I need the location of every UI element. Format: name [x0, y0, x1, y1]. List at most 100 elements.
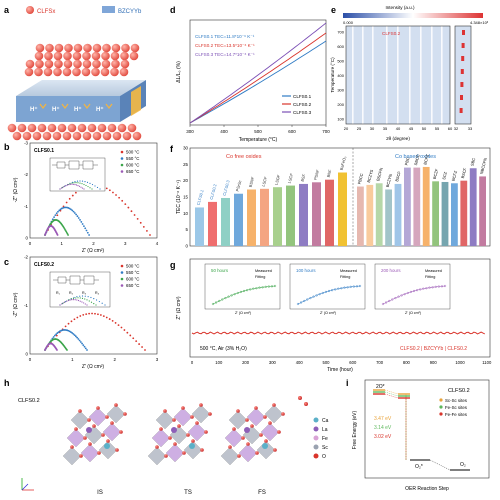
inset-point: [80, 186, 82, 188]
tick-label: -2: [24, 172, 28, 177]
bar-label: LSCF: [287, 172, 295, 184]
oxygen-atom: [163, 409, 167, 413]
stability-trace: [191, 331, 486, 335]
cathode-particle: [92, 131, 102, 141]
tick-label: 2: [113, 357, 116, 362]
inset-point: [83, 188, 85, 190]
data-point: [88, 234, 90, 236]
equivalent-circuit-b: [52, 160, 98, 170]
tick-label: 400: [296, 360, 304, 365]
x-ticks-d: 300 400 500 600 700: [186, 125, 330, 134]
legend-label: 550 °C: [126, 270, 139, 275]
oxygen-atom: [168, 436, 172, 440]
inset-point: [74, 181, 76, 183]
inset-point: [324, 290, 327, 294]
inset-point: [77, 299, 80, 302]
cathode-particle: [12, 131, 22, 141]
proton-label: H⁺: [30, 106, 38, 113]
inset-point: [69, 183, 72, 185]
circuit-label: R₄: [95, 291, 100, 295]
oxygen-atom: [181, 406, 185, 410]
bar-label: PSNF: [313, 168, 321, 180]
panel-label-f: f: [170, 144, 174, 154]
group-label-co-based: Co based oxides: [395, 154, 436, 160]
data-point: [144, 349, 146, 351]
inset-point: [66, 300, 68, 302]
inset-point: [79, 295, 81, 297]
data-point: [63, 206, 66, 209]
oxygen-atom: [255, 451, 259, 455]
oxygen-atom: [272, 403, 276, 407]
inset-point: [391, 298, 394, 301]
inset-point: [91, 188, 93, 190]
tick-label: 600: [288, 129, 296, 134]
inset-point: [81, 297, 84, 299]
inset-point: [79, 297, 81, 299]
oxygen-atom: [245, 418, 249, 422]
tec-bar: [479, 176, 486, 246]
title-b: CLFS0.1: [34, 148, 54, 154]
inset-point: [77, 182, 79, 184]
cathode-particle: [92, 43, 102, 53]
heatmap-zoom: [455, 26, 471, 124]
data-point: [120, 326, 123, 329]
sample-label-e: CLFS0.2: [382, 31, 401, 36]
zoom-peak: [462, 30, 465, 35]
octahedron: [155, 410, 175, 430]
inset-point: [94, 185, 96, 187]
tick-label: 1000: [455, 360, 465, 365]
data-point: [70, 208, 72, 211]
data-point: [115, 194, 117, 196]
oxygen-atom: [200, 448, 204, 452]
tec-bar: [375, 183, 383, 246]
data-point: [73, 318, 76, 321]
proton-labels: H⁺ H⁺ H⁺ H⁺: [30, 103, 113, 113]
tick-label: 0: [29, 357, 32, 362]
tec-annotation-3: CLFS0.3 TEC=14.7*10⁻⁶ K⁻¹: [195, 52, 255, 57]
cathode-particle: [97, 123, 107, 133]
tick-label: 2: [92, 241, 95, 246]
state-fs: FS: [258, 490, 266, 496]
bar-label: BCFZ: [422, 153, 430, 165]
legend-label: 500 °C: [126, 264, 139, 269]
data-point: [86, 231, 89, 234]
inset-point: [77, 185, 79, 187]
oxygen-atom: [87, 418, 91, 422]
y-label-c: -Z'' (Ω cm²): [13, 292, 19, 317]
inset-point: [300, 301, 303, 304]
inset-point: [215, 301, 218, 304]
data-point: [83, 225, 85, 228]
inset-point: [309, 296, 312, 300]
oxygen-atom: [264, 439, 268, 443]
ca-atom: [262, 443, 268, 449]
legend-label: Fe: [322, 436, 328, 442]
data-point: [133, 214, 136, 216]
legend-marker: [439, 405, 443, 409]
data-point: [142, 225, 145, 228]
title-i: CLFS0.2: [448, 388, 470, 394]
inset-data-b: [59, 180, 101, 190]
panel-label-i: i: [346, 378, 349, 388]
inset-point: [236, 291, 239, 295]
diffraction-line: [372, 26, 374, 124]
cathode-particle: [111, 43, 121, 53]
inset-point: [67, 299, 70, 302]
tec-bars: CLFS0.1 CLFS0.2 CLFS0.3 PSrSc BSNF LSCF LSGF LS…: [195, 153, 488, 246]
inset-point: [385, 301, 388, 304]
inset-point: [397, 295, 400, 298]
tec-curve: [189, 40, 327, 124]
inset-point: [66, 184, 69, 186]
data-point: [76, 336, 79, 339]
tec-bar: [357, 186, 364, 246]
inset-point: [104, 304, 106, 306]
oxygen-atom: [177, 424, 181, 428]
tec-bar: [299, 183, 308, 246]
octahedron: [256, 440, 276, 460]
tick-label: 1100: [482, 360, 492, 365]
octahedron: [264, 404, 284, 424]
proton-label: H⁺: [74, 106, 82, 113]
tec-bar: [460, 180, 468, 246]
